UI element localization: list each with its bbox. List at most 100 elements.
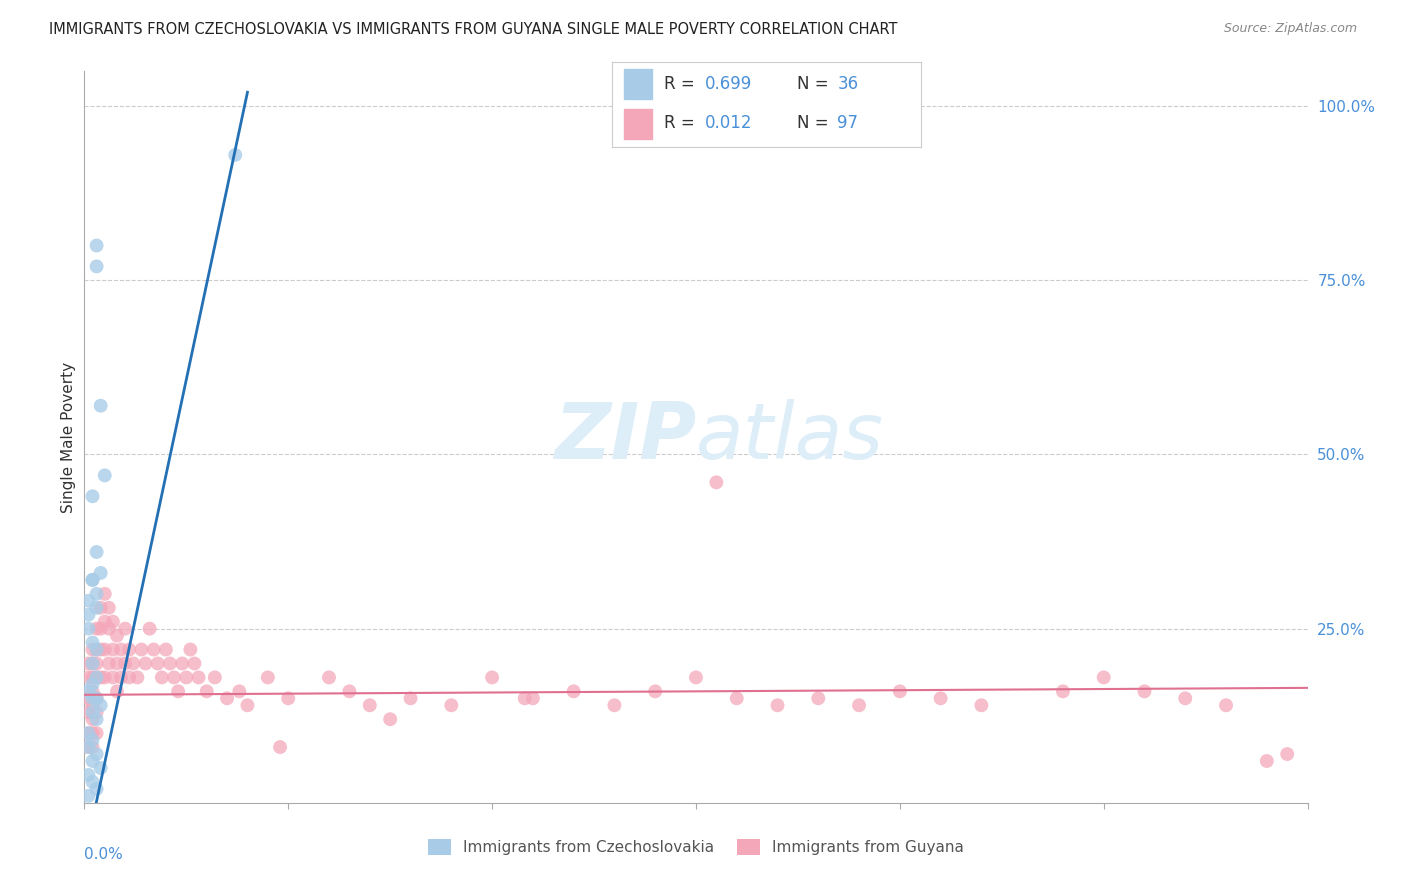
- Point: [167, 684, 190, 698]
- Point: [86, 691, 108, 706]
- Point: [236, 698, 259, 713]
- Point: [77, 789, 100, 803]
- Point: [1215, 698, 1237, 713]
- Point: [155, 642, 177, 657]
- Point: [101, 670, 124, 684]
- Point: [603, 698, 626, 713]
- Point: [82, 775, 104, 789]
- Point: [86, 670, 108, 684]
- Point: [82, 754, 104, 768]
- Point: [86, 642, 108, 657]
- Text: 0.0%: 0.0%: [84, 847, 124, 862]
- Point: [122, 657, 145, 671]
- Point: [562, 684, 585, 698]
- Point: [82, 733, 104, 747]
- Point: [77, 622, 100, 636]
- Bar: [624, 70, 652, 99]
- Text: N =: N =: [797, 75, 834, 93]
- Point: [725, 691, 748, 706]
- Point: [929, 691, 952, 706]
- Point: [1092, 670, 1115, 684]
- Text: 36: 36: [838, 75, 859, 93]
- Text: 97: 97: [838, 114, 859, 132]
- Point: [97, 622, 120, 636]
- Point: [150, 670, 173, 684]
- Point: [224, 148, 246, 162]
- Point: [807, 691, 830, 706]
- Point: [93, 468, 115, 483]
- Point: [90, 698, 112, 713]
- Point: [105, 684, 128, 698]
- Point: [380, 712, 402, 726]
- Point: [522, 691, 544, 706]
- Point: [93, 587, 115, 601]
- Y-axis label: Single Male Poverty: Single Male Poverty: [60, 361, 76, 513]
- Point: [82, 712, 104, 726]
- Point: [77, 684, 100, 698]
- Point: [77, 740, 100, 755]
- Text: R =: R =: [664, 75, 700, 93]
- Point: [163, 670, 186, 684]
- Point: [766, 698, 789, 713]
- Point: [90, 761, 112, 775]
- Point: [82, 642, 104, 657]
- Text: atlas: atlas: [696, 399, 884, 475]
- Point: [101, 642, 124, 657]
- Point: [110, 642, 132, 657]
- Point: [82, 698, 104, 713]
- Text: ZIP: ZIP: [554, 399, 696, 475]
- Point: [339, 684, 361, 698]
- Point: [77, 670, 100, 684]
- Point: [269, 740, 291, 755]
- Point: [174, 670, 197, 684]
- Point: [86, 600, 108, 615]
- Point: [204, 670, 226, 684]
- Point: [889, 684, 911, 698]
- Point: [848, 698, 870, 713]
- Text: R =: R =: [664, 114, 700, 132]
- Point: [114, 622, 136, 636]
- Point: [82, 684, 104, 698]
- Point: [77, 607, 100, 622]
- Point: [118, 670, 141, 684]
- Text: Source: ZipAtlas.com: Source: ZipAtlas.com: [1223, 22, 1357, 36]
- Point: [82, 740, 104, 755]
- Point: [86, 691, 108, 706]
- Point: [86, 587, 108, 601]
- Point: [82, 573, 104, 587]
- Point: [187, 670, 209, 684]
- Point: [82, 489, 104, 503]
- Point: [90, 670, 112, 684]
- Point: [644, 684, 666, 698]
- Point: [86, 260, 108, 274]
- Point: [86, 705, 108, 719]
- Legend: Immigrants from Czechoslovakia, Immigrants from Guyana: Immigrants from Czechoslovakia, Immigran…: [422, 833, 970, 861]
- Point: [159, 657, 181, 671]
- Point: [105, 657, 128, 671]
- Point: [82, 657, 104, 671]
- Point: [228, 684, 250, 698]
- Point: [105, 629, 128, 643]
- Point: [127, 670, 149, 684]
- Point: [77, 726, 100, 740]
- Point: [77, 691, 100, 706]
- Point: [97, 657, 120, 671]
- Point: [82, 573, 104, 587]
- Point: [77, 594, 100, 608]
- Point: [277, 691, 299, 706]
- Text: 0.012: 0.012: [704, 114, 752, 132]
- Point: [101, 615, 124, 629]
- Point: [110, 670, 132, 684]
- Point: [82, 677, 104, 691]
- Bar: [624, 109, 652, 139]
- Point: [77, 740, 100, 755]
- Point: [90, 566, 112, 580]
- Point: [399, 691, 422, 706]
- Point: [77, 726, 100, 740]
- Point: [217, 691, 239, 706]
- Point: [86, 747, 108, 761]
- Point: [318, 670, 340, 684]
- Point: [82, 705, 104, 719]
- Point: [481, 670, 503, 684]
- Point: [1174, 691, 1197, 706]
